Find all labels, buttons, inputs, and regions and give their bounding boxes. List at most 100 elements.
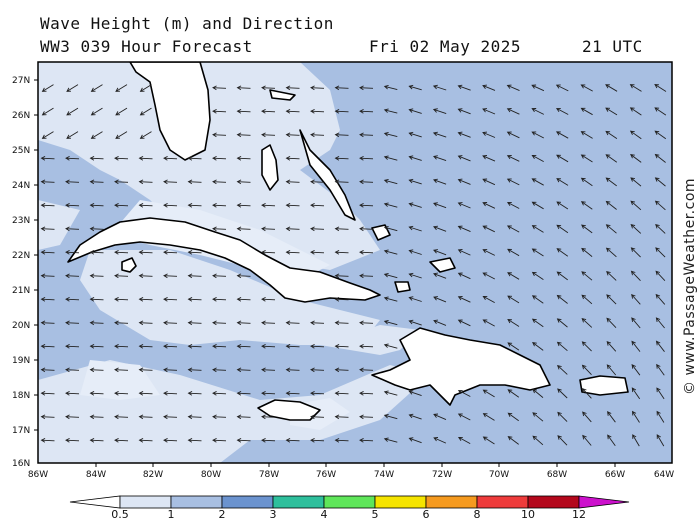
wave-arrow [531,131,545,139]
wave-arrow [432,108,447,115]
wave-arrow [507,248,520,257]
wave-arrow [457,131,471,138]
wave-arrow [507,436,519,445]
wave-arrow [89,320,104,326]
wave-arrow [114,367,129,373]
wave-arrow [408,84,422,91]
colorbar-low-triangle [69,495,121,509]
lat-label: 23N [12,216,30,226]
wave-arrow [138,155,153,161]
wave-arrow [506,178,520,186]
wave-arrow [212,108,227,114]
wave-arrow [506,225,520,233]
wave-arrow [90,84,103,92]
wave-arrow [114,202,129,208]
wave-arrow [212,296,227,302]
wave-arrow [285,85,300,91]
colorbar-segment [170,495,223,509]
wave-arrow [89,202,104,208]
wave-arrow [163,390,178,396]
wave-arrow [40,367,55,373]
wave-arrow [310,179,325,185]
wave-arrow [630,177,642,187]
wave-arrow [507,389,520,398]
caicos [429,257,456,273]
wave-arrow [457,413,471,421]
wave-arrow [163,249,178,255]
wave-arrow [630,247,641,258]
wave-arrow [506,155,520,162]
wave-arrow [557,435,568,446]
lon-label: 76W [316,470,336,480]
wave-arrow [261,108,276,114]
wave-arrow [114,155,129,161]
colorbar-label: 12 [572,508,586,521]
wave-arrow [40,249,55,255]
wave-arrow [187,343,202,349]
wave-arrow [90,107,103,116]
wave-arrow [531,178,544,186]
wave-arrow [359,155,374,161]
wave-arrow [531,154,544,162]
wave-arrow [408,319,422,326]
wave-arrow [482,295,495,303]
lon-label: 64W [654,470,674,480]
wave-arrow [605,130,618,139]
wave-arrow [457,108,471,115]
wave-arrow [606,294,617,305]
wave-arrow [236,414,251,420]
wave-arrow [630,270,641,282]
wave-arrow [285,226,300,232]
lon-label: 78W [259,470,279,480]
wave-arrow [138,179,153,185]
wave-arrow [482,248,496,256]
wave-arrow [482,108,496,115]
wave-arrow [482,84,496,91]
lat-label: 17N [12,426,30,436]
lon-label: 74W [374,470,394,480]
colorbar-segment [425,495,478,509]
wave-arrow [359,390,374,396]
wave-arrow [40,155,55,161]
wave-arrow [310,226,325,232]
wave-arrow [581,317,593,328]
wave-arrow [581,341,592,352]
wave-arrow [383,413,398,420]
wave-arrow [40,320,55,326]
wave-arrow [89,155,104,161]
wave-arrow [433,413,447,421]
wave-arrow [40,202,55,208]
wave-arrow [482,225,495,233]
wave-arrow [631,340,641,352]
wave-arrow [89,343,104,349]
isla-juventud [121,257,137,273]
wave-arrow [383,131,398,138]
wave-arrow [40,296,55,302]
lat-label: 24N [12,181,30,191]
colorbar-high-triangle [578,495,630,509]
wave-arrow [114,320,129,326]
wave-arrow [212,367,227,373]
wave-arrow [261,390,276,396]
wave-arrow [359,179,374,185]
wave-arrow [114,437,129,443]
wave-arrow [457,272,471,280]
wave-arrow [212,132,227,138]
wave-arrow [163,273,178,279]
wave-arrow [236,108,251,114]
lat-label: 19N [12,356,30,366]
wave-arrow [115,107,128,116]
lat-label: 16N [12,459,30,469]
wave-arrow [457,319,471,327]
wave-arrow [236,390,251,396]
wave-arrow [482,131,496,138]
wave-arrow [212,155,227,161]
wave-arrow [629,130,642,140]
wave-arrow [285,132,300,138]
colorbar-segment [527,495,580,509]
wave-arrow [89,390,104,396]
wave-arrow [212,320,227,326]
wave-arrow [138,296,153,302]
wave-arrow [310,367,325,373]
wave-arrow [334,132,349,138]
